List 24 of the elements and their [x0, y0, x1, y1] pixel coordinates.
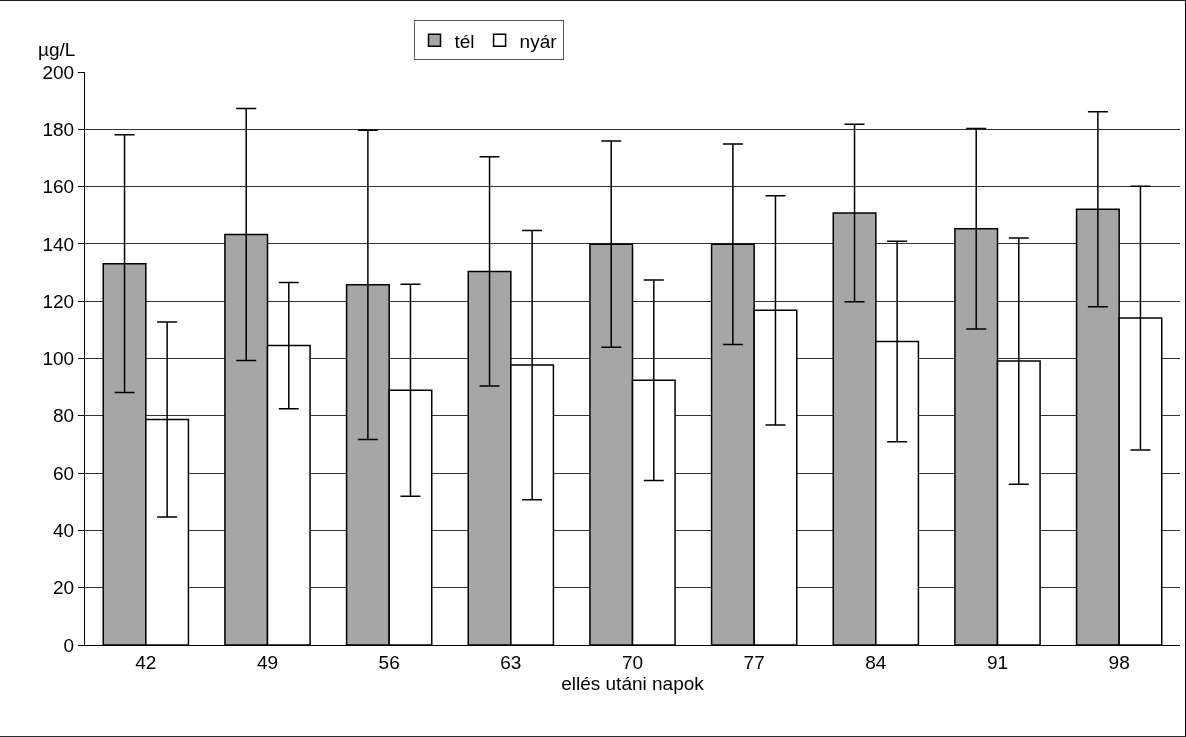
y-tick-label: 200: [42, 61, 75, 83]
x-tick-label: 91: [986, 651, 1009, 673]
x-tick-label: 42: [135, 651, 157, 673]
x-tick-label: 77: [743, 651, 765, 673]
y-tick-label: 0: [63, 634, 75, 656]
legend-label: tél: [454, 30, 475, 52]
y-tick-label: 80: [53, 405, 75, 427]
x-tick-label: 56: [378, 651, 400, 673]
legend-label: nyár: [519, 30, 558, 52]
x-axis-title: ellés utáni napok: [561, 672, 705, 694]
x-tick-label: 84: [865, 651, 887, 673]
y-tick-label: 180: [42, 118, 75, 140]
y-axis-title: µg/L: [38, 39, 76, 60]
y-tick-label: 120: [42, 290, 75, 312]
x-tick-label: 49: [256, 651, 279, 673]
y-tick-label: 140: [42, 233, 75, 255]
y-tick-label: 100: [42, 348, 75, 370]
x-tick-label: 63: [500, 651, 522, 673]
y-tick-label: 40: [53, 520, 75, 542]
x-tick-label: 70: [621, 651, 644, 673]
y-tick-label: 60: [53, 462, 75, 484]
y-tick-label: 160: [42, 176, 75, 198]
x-tick-label: 98: [1108, 651, 1130, 673]
y-tick-label: 20: [53, 577, 75, 599]
